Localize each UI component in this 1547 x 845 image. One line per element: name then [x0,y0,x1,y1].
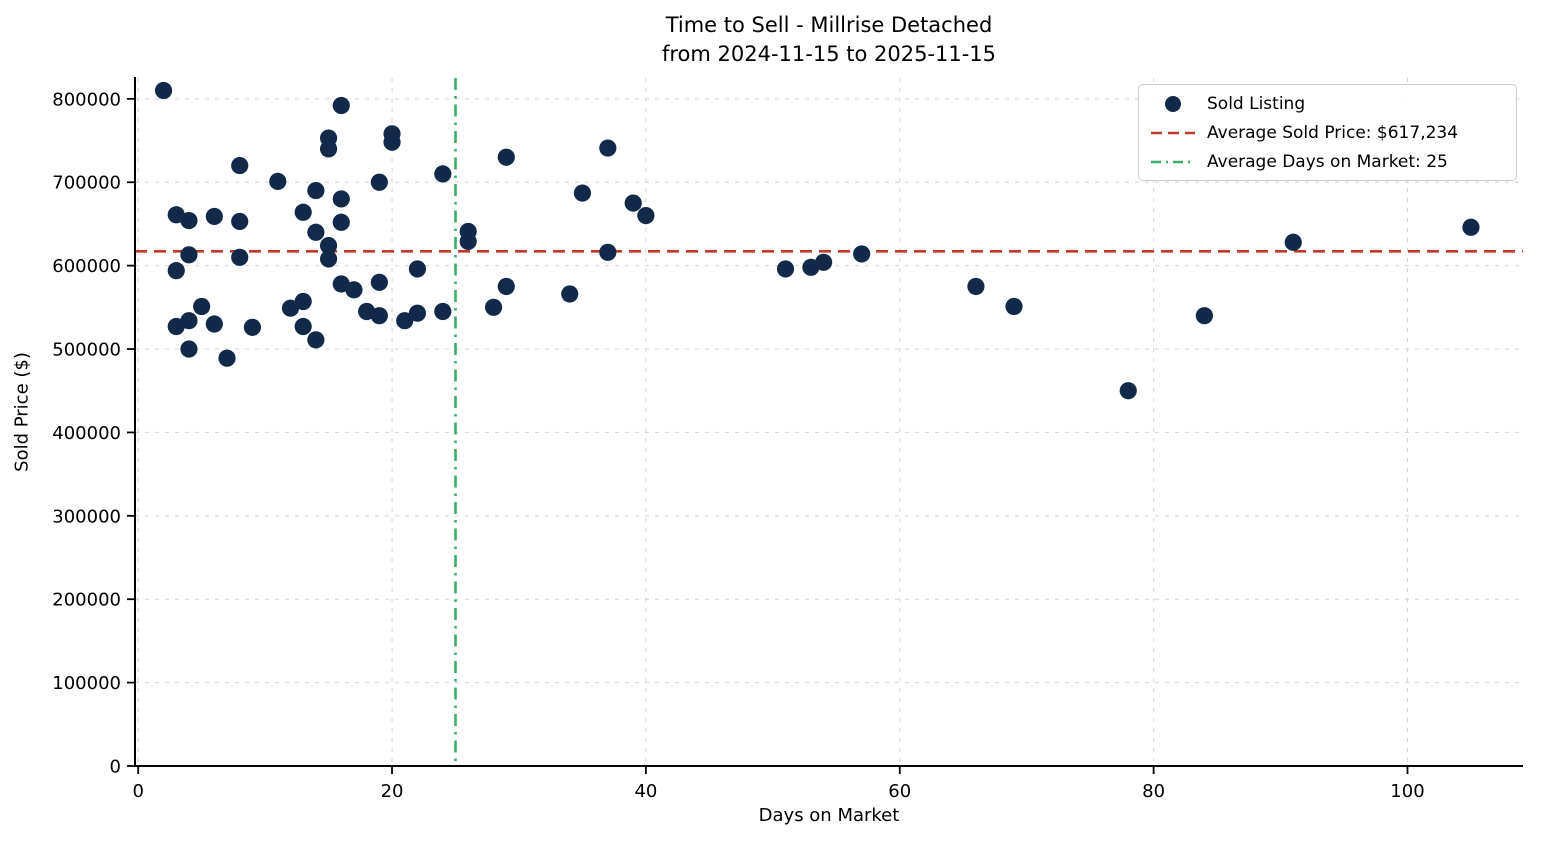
data-point [205,315,223,333]
data-point [269,172,287,191]
y-tick-label: 700000 [52,173,121,194]
data-point [294,292,312,311]
y-tick-label: 0 [110,757,121,778]
data-point [294,317,312,336]
y-tick-label: 200000 [52,590,121,611]
data-point [231,212,249,231]
data-point [408,304,427,322]
data-point [332,96,350,115]
y-tick-label: 300000 [52,506,121,527]
data-point [218,349,236,367]
data-point [434,302,452,321]
data-point [408,260,427,278]
data-point [434,165,452,183]
data-point [319,237,338,255]
data-point [637,207,655,225]
data-point [231,156,249,175]
legend-label-avg-days-on-market: Average Days on Market: 25 [1207,151,1448,172]
data-point [180,340,198,358]
data-point [345,281,363,299]
data-point [167,262,185,280]
data-point [370,273,388,291]
x-axis-label: Days on Market [758,805,900,826]
data-point [497,277,515,296]
x-tick-label: 40 [634,781,657,802]
data-point [383,133,401,151]
data-point [1195,307,1214,325]
data-point [307,331,325,349]
data-point [231,248,249,266]
y-tick-label: 600000 [52,256,121,277]
data-point [370,173,388,191]
x-tick-label: 100 [1390,781,1424,802]
x-tick-label: 20 [381,781,404,802]
data-point [599,243,617,261]
y-tick-label: 800000 [52,89,121,110]
data-point [853,245,871,263]
x-tick-label: 60 [888,781,911,802]
data-point [294,203,312,221]
data-point [776,260,795,278]
data-point [307,181,325,200]
data-point [319,250,338,268]
legend-item-sold-listing: Sold Listing [1147,89,1508,118]
data-point [154,81,173,100]
x-tick-label: 0 [132,781,143,802]
data-point [599,139,617,157]
legend-item-avg-days-on-market: Average Days on Market: 25 [1147,147,1508,176]
data-point [243,318,262,336]
data-point [573,184,592,202]
data-point [180,212,198,230]
chart-title-line2: from 2024-11-15 to 2025-11-15 [661,42,997,66]
dashed-line-icon [1147,130,1199,136]
data-point [561,285,579,303]
data-point [396,312,414,330]
y-tick-label: 100000 [52,673,121,694]
legend-item-avg-sold-price: Average Sold Price: $617,234 [1147,118,1508,147]
data-point [967,277,985,296]
legend-label-avg-sold-price: Average Sold Price: $617,234 [1207,122,1459,143]
chart-title: Time to Sell - Millrise Detached from 20… [135,11,1523,69]
data-point [319,140,338,158]
x-tick-label: 80 [1142,781,1165,802]
data-point [497,148,515,166]
data-point [193,297,211,316]
data-point [167,317,185,336]
data-point [205,207,223,226]
data-point [307,223,325,241]
data-point [1284,233,1302,251]
data-point [180,246,198,264]
y-tick-label: 500000 [52,340,121,361]
sold-listing-dot-icon [1147,95,1199,112]
data-point [370,307,388,325]
legend: Sold Listing Average Sold Price: $617,23… [1138,84,1517,181]
data-point [332,213,350,231]
dash-dot-line-icon [1147,159,1199,165]
data-point [1119,382,1137,400]
y-axis-label: Sold Price ($) [11,352,33,472]
legend-label-sold-listing: Sold Listing [1207,93,1306,114]
data-point [281,299,300,317]
data-point [484,298,503,316]
data-point [624,194,642,212]
y-tick-label: 400000 [52,423,121,444]
data-point [459,232,477,251]
data-point [1462,218,1480,236]
chart-title-line1: Time to Sell - Millrise Detached [665,13,993,37]
data-point [802,258,820,276]
data-point [332,190,350,208]
data-point [1005,297,1023,316]
